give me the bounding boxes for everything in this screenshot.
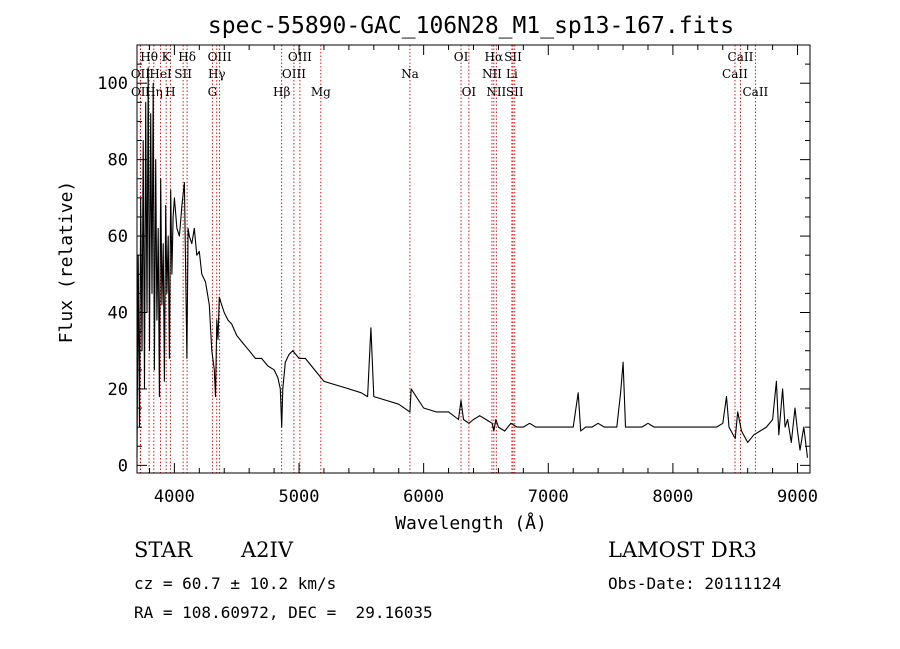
y-tick-label: 100 [97, 74, 128, 94]
line-label-Li: Li [506, 67, 518, 81]
line-label-H: H [165, 85, 175, 99]
plot-frame [136, 44, 811, 474]
x-tick-label: 7000 [528, 487, 569, 507]
object-class: STAR [134, 538, 193, 562]
line-label-SII: SII [174, 67, 192, 81]
line-label-CaII: CaII [728, 50, 754, 64]
x-axis-label: Wavelength (Å) [395, 512, 547, 534]
line-label-OI: OI [454, 50, 469, 64]
y-axis-label: Flux (relative) [56, 181, 77, 344]
observation-date: Obs-Date: 20111124 [608, 574, 782, 593]
line-label-Hγ: Hγ [208, 67, 226, 81]
line-label-OII: OII [131, 85, 151, 99]
object-subclass: A2IV [241, 538, 293, 562]
y-tick-label: 60 [108, 227, 128, 247]
line-label-CaII: CaII [722, 67, 748, 81]
line-label-G: G [208, 85, 218, 99]
y-tick-label: 0 [118, 456, 128, 476]
line-label-OIII: OIII [208, 50, 232, 64]
line-label-Hη: Hη [145, 85, 163, 99]
y-tick-label: 20 [108, 380, 128, 400]
y-tick-label: 80 [108, 151, 128, 171]
line-label-Hθ: Hθ [140, 50, 158, 64]
y-tick-label: 40 [108, 304, 128, 324]
line-label-OI: OI [462, 85, 477, 99]
redshift-cz: cz = 60.7 ± 10.2 km/s [134, 574, 337, 593]
line-label-NII: NII [486, 85, 506, 99]
x-tick-label: 6000 [403, 487, 444, 507]
chart-title: spec-55890-GAC_106N28_M1_sp13-167.fits [208, 13, 734, 39]
line-label-HeI: HeI [149, 67, 172, 81]
axis-ticks [137, 45, 810, 473]
coordinates: RA = 108.60972, DEC = 29.16035 [134, 603, 433, 622]
line-label-K: K [162, 50, 172, 64]
line-label-OIII: OIII [282, 67, 306, 81]
x-tick-label: 4000 [154, 487, 195, 507]
line-label-OII: OII [131, 67, 151, 81]
x-tick-label: 9000 [777, 487, 818, 507]
line-label-Mg: Mg [311, 85, 331, 99]
spectrum-line [136, 67, 809, 458]
x-tick-label: 8000 [652, 487, 693, 507]
line-label-Hα: Hα [485, 50, 504, 64]
line-label-OIII: OIII [288, 50, 312, 64]
line-label-CaII: CaII [742, 85, 768, 99]
x-tick-label: 5000 [279, 487, 320, 507]
line-label-NII: NII [482, 67, 502, 81]
spectral-line-markers [139, 45, 756, 473]
axis-tick-labels: 4000 5000 6000 7000 8000 9000 0 20 40 60 80 100 [97, 74, 818, 507]
line-label-SII: SII [506, 85, 524, 99]
line-label-Hδ: Hδ [178, 50, 196, 64]
line-label-SII: SII [504, 50, 522, 64]
survey-name: LAMOST DR3 [608, 538, 757, 562]
line-label-Na: Na [401, 67, 419, 81]
line-label-Hβ: Hβ [273, 85, 290, 99]
